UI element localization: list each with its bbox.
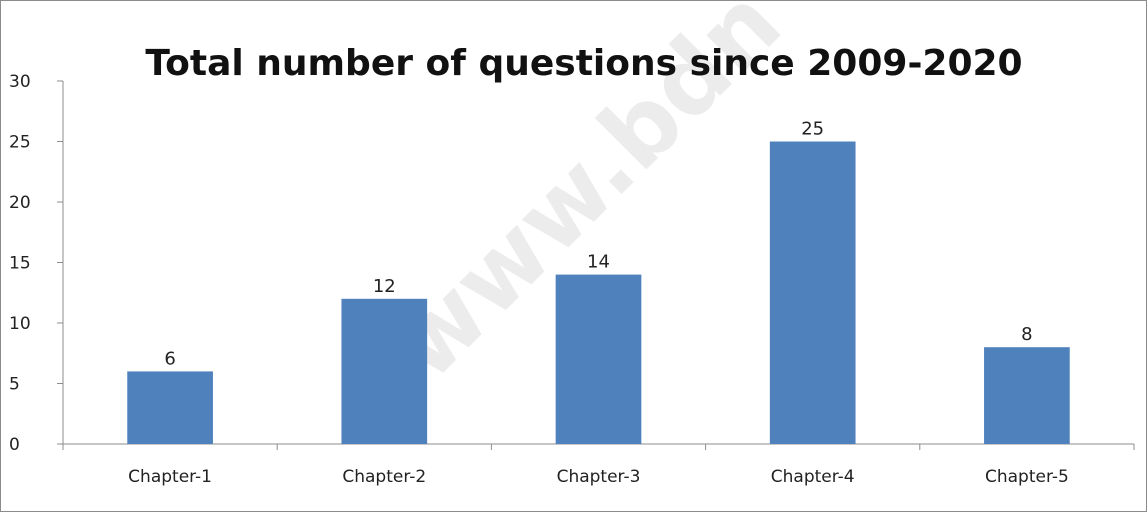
- y-tick-label: 30: [9, 72, 31, 92]
- chart-title: Total number of questions since 2009-202…: [145, 43, 1022, 84]
- y-tick-label: 20: [9, 193, 31, 213]
- x-tick-label: Chapter-4: [771, 467, 855, 487]
- x-tick-label: Chapter-2: [342, 467, 426, 487]
- bars: [127, 141, 1070, 444]
- y-tick-label: 10: [9, 314, 31, 334]
- y-tick-label: 25: [9, 133, 31, 153]
- data-label: 14: [587, 252, 610, 273]
- x-tick-label: Chapter-3: [557, 467, 641, 487]
- y-tick-label: 0: [9, 435, 20, 455]
- x-tick-label: Chapter-5: [985, 467, 1069, 487]
- bar: [127, 371, 213, 444]
- data-label: 12: [373, 276, 396, 297]
- y-tick-label: 15: [9, 254, 31, 274]
- bar: [555, 274, 642, 444]
- data-labels: 6 12 14 25 8: [164, 119, 1032, 370]
- y-tick-label: 5: [9, 375, 20, 395]
- data-label: 6: [164, 348, 175, 369]
- data-label: 8: [1021, 324, 1032, 345]
- bar: [984, 347, 1070, 444]
- data-label: 25: [801, 119, 824, 140]
- y-axis: 0 5 10 15 20 25 30: [9, 72, 64, 455]
- x-axis: Chapter-1 Chapter-2 Chapter-3 Chapter-4 Chap…: [62, 443, 1135, 487]
- bar: [769, 141, 856, 444]
- x-tick-label: Chapter-1: [128, 467, 212, 487]
- bar: [341, 298, 428, 444]
